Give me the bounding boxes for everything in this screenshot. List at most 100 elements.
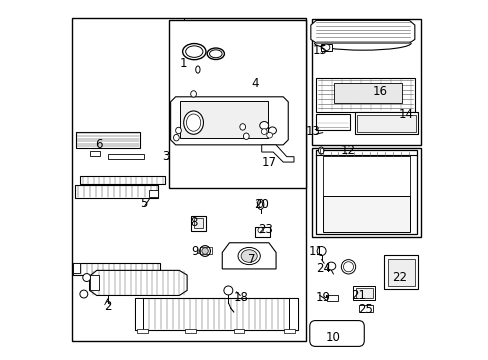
Bar: [199, 247, 211, 253]
Bar: [185, 329, 196, 333]
Bar: [76, 132, 140, 148]
Text: 24: 24: [316, 262, 331, 275]
Ellipse shape: [238, 247, 260, 265]
FancyBboxPatch shape: [309, 320, 364, 346]
Bar: [384, 255, 418, 289]
Bar: [193, 219, 203, 228]
Bar: [311, 19, 420, 145]
Polygon shape: [80, 176, 164, 184]
Ellipse shape: [268, 127, 276, 134]
Bar: [169, 21, 305, 188]
Ellipse shape: [185, 46, 203, 57]
Text: 25: 25: [358, 303, 372, 316]
Polygon shape: [89, 270, 187, 296]
Ellipse shape: [317, 247, 325, 256]
Ellipse shape: [322, 44, 329, 50]
Text: 7: 7: [247, 253, 255, 266]
Bar: [73, 263, 80, 273]
Text: 13: 13: [305, 125, 320, 138]
Polygon shape: [261, 145, 293, 162]
Bar: [357, 115, 415, 132]
Text: 4: 4: [251, 77, 259, 90]
Ellipse shape: [266, 132, 272, 138]
Bar: [72, 18, 305, 341]
Ellipse shape: [182, 44, 205, 60]
Ellipse shape: [243, 133, 249, 139]
Bar: [359, 305, 372, 312]
Ellipse shape: [258, 202, 262, 207]
Text: 5: 5: [140, 197, 147, 210]
Ellipse shape: [258, 228, 263, 233]
Polygon shape: [89, 150, 100, 156]
Bar: [180, 101, 267, 138]
Text: 3: 3: [162, 150, 169, 163]
Text: 23: 23: [257, 223, 272, 236]
Polygon shape: [73, 263, 160, 275]
Polygon shape: [222, 243, 276, 269]
Ellipse shape: [82, 274, 90, 282]
Text: 15: 15: [312, 44, 326, 57]
Text: 9: 9: [191, 244, 198, 257]
Text: 21: 21: [350, 289, 366, 302]
Polygon shape: [316, 149, 416, 234]
Text: 8: 8: [190, 216, 198, 229]
Ellipse shape: [257, 199, 264, 210]
Bar: [137, 329, 147, 333]
Ellipse shape: [239, 124, 245, 130]
Ellipse shape: [175, 127, 181, 134]
Ellipse shape: [207, 48, 224, 59]
Polygon shape: [320, 44, 332, 51]
Bar: [322, 196, 409, 232]
Ellipse shape: [209, 50, 222, 58]
Bar: [289, 298, 297, 330]
Bar: [333, 83, 402, 103]
Bar: [311, 148, 420, 237]
Text: 19: 19: [315, 291, 330, 304]
Text: 17: 17: [262, 156, 277, 169]
Text: 1: 1: [180, 57, 187, 70]
Text: 6: 6: [95, 138, 103, 151]
Polygon shape: [310, 21, 414, 43]
Bar: [149, 190, 158, 197]
Bar: [135, 298, 143, 330]
Polygon shape: [135, 298, 297, 330]
Text: 12: 12: [340, 144, 355, 157]
Ellipse shape: [183, 111, 203, 134]
Bar: [255, 227, 270, 237]
Ellipse shape: [224, 286, 232, 295]
Ellipse shape: [318, 147, 323, 154]
Bar: [284, 329, 294, 333]
Text: 22: 22: [391, 271, 406, 284]
Ellipse shape: [261, 129, 266, 134]
Text: 14: 14: [398, 108, 412, 121]
Ellipse shape: [195, 66, 200, 73]
Polygon shape: [170, 97, 287, 145]
Ellipse shape: [190, 91, 196, 97]
Text: 20: 20: [254, 198, 268, 211]
Ellipse shape: [173, 134, 179, 141]
Bar: [387, 259, 414, 286]
Bar: [190, 216, 205, 231]
Bar: [89, 275, 99, 291]
Ellipse shape: [343, 262, 353, 272]
Ellipse shape: [326, 262, 335, 270]
Polygon shape: [75, 185, 158, 198]
Text: 11: 11: [308, 244, 323, 257]
Bar: [107, 154, 144, 159]
Text: 18: 18: [233, 291, 248, 304]
Ellipse shape: [259, 122, 268, 130]
Ellipse shape: [241, 250, 257, 262]
Bar: [326, 295, 337, 301]
Ellipse shape: [341, 260, 355, 274]
Text: 16: 16: [372, 85, 387, 98]
Ellipse shape: [199, 246, 210, 256]
Bar: [233, 329, 244, 333]
Bar: [352, 286, 375, 300]
Text: 10: 10: [325, 330, 340, 343]
Text: 2: 2: [103, 300, 111, 313]
Polygon shape: [316, 78, 414, 112]
Ellipse shape: [186, 114, 201, 131]
Bar: [355, 288, 372, 298]
Ellipse shape: [202, 248, 208, 254]
Ellipse shape: [80, 290, 88, 298]
